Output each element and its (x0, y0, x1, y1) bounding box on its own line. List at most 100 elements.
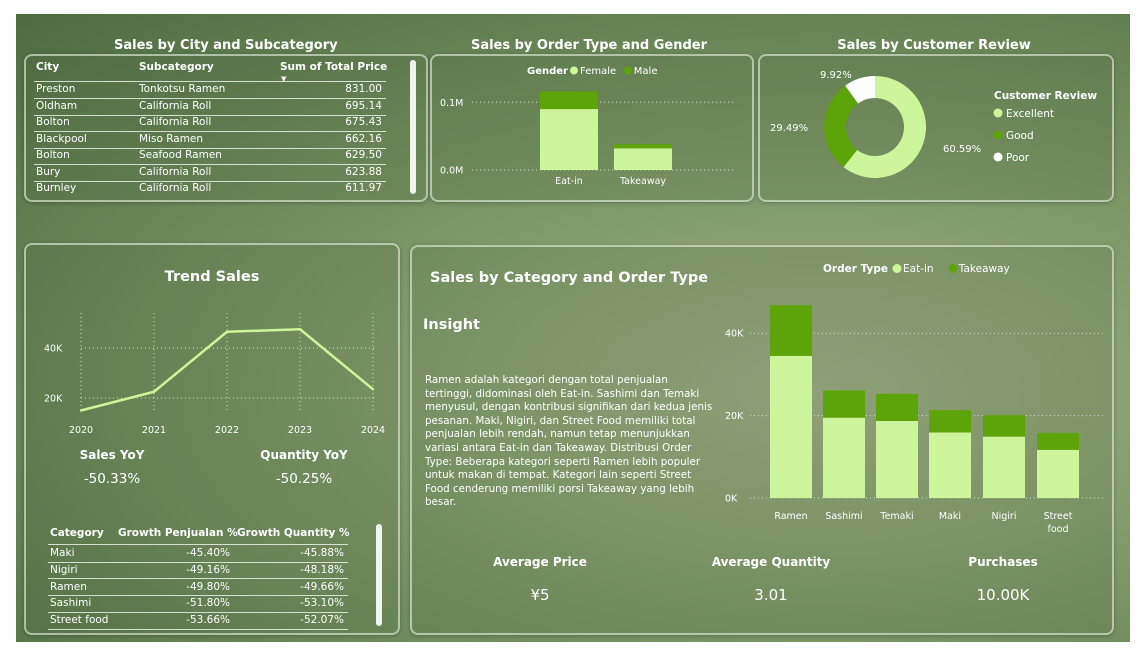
x-tick-label: 2023 (288, 425, 312, 435)
city-table: City Subcategory Sum of Total Price ▼ Pr… (26, 56, 426, 200)
bar-takeaway-male (614, 144, 672, 149)
subcategory-header[interactable]: Subcategory (139, 61, 214, 73)
city-cell[interactable]: Blackpool (36, 132, 87, 145)
total-price-cell[interactable]: 623.88 (345, 165, 382, 178)
x-tick-label: Ramen (774, 511, 807, 522)
growth-category-cell[interactable]: Sashimi (50, 597, 92, 610)
city-cell[interactable]: Bolton (36, 116, 70, 128)
category-panel: Sales by Category and Order Type Insight… (410, 245, 1114, 635)
category-bar-chart: Order Type Eat-in Takeaway 0K 20K 40K Ramen Sas… (725, 263, 1104, 535)
total-price-cell[interactable]: 629.50 (345, 149, 382, 161)
subcategory-cell[interactable]: California Roll (139, 182, 212, 194)
row-divider (48, 561, 348, 563)
subcategory-cell[interactable]: Seafood Ramen (139, 149, 222, 161)
legend-dot-eat-in (892, 264, 902, 273)
scroll-thumb[interactable] (376, 524, 382, 626)
city-cell[interactable]: Burnley (36, 182, 77, 194)
insight-text: Ramen adalah kategori dengan total penju… (425, 374, 713, 509)
growth-category-cell[interactable]: Maki (50, 547, 75, 559)
growth-sales-cell[interactable]: -49.80% (186, 580, 230, 593)
total-price-cell[interactable]: 675.43 (345, 116, 382, 128)
total-price-header[interactable]: Sum of Total Price (280, 61, 388, 73)
growth-quantity-cell[interactable]: -48.18% (300, 563, 344, 576)
growth-sales-cell[interactable]: -45.40% (186, 547, 230, 559)
slice-excellent (843, 76, 926, 178)
data-point (225, 330, 229, 333)
city-cell[interactable]: Bolton (36, 149, 70, 161)
growth-quantity-cell[interactable]: -53.10% (300, 597, 344, 610)
y-tick-label: 40K (44, 344, 63, 355)
growth-sales-header[interactable]: Growth Penjualan % (118, 527, 238, 539)
slice-label-excellent: 60.59% (943, 144, 981, 155)
growth-category-cell[interactable]: Street food (50, 614, 109, 627)
dashboard-canvas: Sales by City and Subcategory City Subca… (16, 14, 1130, 642)
growth-quantity-cell[interactable]: -52.07% (300, 614, 344, 627)
quantity-yoy-label: Quantity YoY (260, 448, 348, 462)
y-tick-label: 20K (44, 394, 63, 405)
x-tick-label: 2024 (361, 425, 385, 435)
city-cell[interactable]: Preston (36, 83, 76, 95)
bar-nigiri-eat-in (983, 436, 1025, 498)
row-divider (34, 114, 386, 116)
subcategory-cell[interactable]: Miso Ramen (139, 132, 204, 145)
avg-price-label: Average Price (493, 555, 587, 569)
row-divider (34, 131, 386, 132)
bar-ramen-takeaway (770, 305, 812, 356)
bar-sashimi-takeaway (823, 390, 865, 418)
scroll-thumb[interactable] (410, 60, 416, 194)
bar-eat-in-male (540, 91, 598, 110)
trend-panel: Trend Sales 20K 40K 2020 2021 2022 2023 2024 S… (24, 243, 400, 635)
total-price-cell[interactable]: 662.16 (345, 132, 382, 145)
city-header[interactable]: City (36, 61, 60, 73)
bar-maki-takeaway (929, 410, 971, 433)
growth-table-scrollbar[interactable] (376, 524, 382, 626)
legend-label-takeaway: Takeaway (958, 263, 1010, 275)
bar-ramen-eat-in (770, 355, 812, 498)
slice-label-good: 29.49% (770, 123, 808, 134)
order-gender-panel: Gender Female Male 0.0M 0.1M Eat-in Takeaway (430, 54, 754, 202)
city-cell[interactable]: Bury (36, 165, 61, 178)
review-title: Sales by Customer Review (837, 38, 1031, 53)
growth-quantity-header[interactable]: Growth Quantity % (237, 527, 350, 539)
x-tick-label: 2021 (142, 425, 166, 435)
sort-desc-icon[interactable]: ▼ (281, 75, 287, 83)
growth-category-cell[interactable]: Ramen (50, 580, 87, 593)
legend-label-eat-in: Eat-in (903, 263, 934, 275)
growth-sales-cell[interactable]: -53.66% (186, 614, 230, 627)
x-tick-label: food (1048, 524, 1069, 535)
x-tick-label: Maki (939, 511, 961, 522)
legend-dot-excellent (993, 108, 1003, 118)
legend-dot-male (623, 66, 632, 75)
growth-quantity-cell[interactable]: -45.88% (300, 547, 344, 559)
legend-title: Customer Review (994, 90, 1097, 102)
total-price-cell[interactable]: 695.14 (345, 99, 382, 112)
slice-good (824, 85, 859, 168)
y-tick-label: 0.1M (440, 98, 463, 109)
review-panel: 60.59% 29.49% 9.92% Customer Review Excellen… (758, 54, 1114, 202)
category-header[interactable]: Category (50, 527, 104, 539)
growth-quantity-cell[interactable]: -49.66% (300, 580, 344, 593)
row-divider (48, 628, 348, 630)
order-gender-title: Sales by Order Type and Gender (470, 38, 708, 53)
bar-street-food-eat-in (1037, 449, 1079, 498)
total-price-cell[interactable]: 831.00 (345, 83, 382, 95)
subcategory-cell[interactable]: California Roll (139, 99, 212, 112)
subcategory-cell[interactable]: Tonkotsu Ramen (139, 83, 226, 95)
trend-title: Trend Sales (164, 269, 260, 285)
purchases-value: 10.00K (976, 586, 1030, 604)
bar-maki-eat-in (929, 432, 971, 498)
legend-label-excellent: Excellent (1006, 108, 1054, 120)
city-table-scrollbar[interactable] (410, 60, 416, 194)
subcategory-cell[interactable]: California Roll (139, 116, 212, 128)
slice-label-poor: 9.92% (820, 70, 852, 81)
data-point (371, 388, 375, 391)
subcategory-cell[interactable]: California Roll (139, 165, 212, 178)
slice-poor (845, 76, 875, 104)
total-price-cell[interactable]: 611.97 (345, 182, 382, 194)
row-divider (48, 611, 348, 613)
y-tick-label: 40K (725, 329, 744, 340)
growth-sales-cell[interactable]: -51.80% (186, 597, 230, 610)
growth-sales-cell[interactable]: -49.16% (186, 563, 230, 576)
city-cell[interactable]: Oldham (36, 99, 78, 112)
growth-category-cell[interactable]: Nigiri (50, 563, 78, 576)
